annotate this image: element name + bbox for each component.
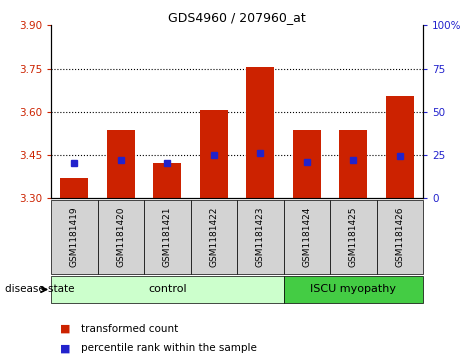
Text: GSM1181426: GSM1181426 — [395, 207, 405, 267]
Bar — [293, 130, 321, 198]
Bar — [377, 200, 423, 274]
Bar — [386, 96, 414, 198]
Text: control: control — [148, 285, 187, 294]
Text: ISCU myopathy: ISCU myopathy — [311, 285, 396, 294]
Bar — [51, 200, 98, 274]
Text: GSM1181424: GSM1181424 — [302, 207, 312, 267]
Bar — [246, 67, 274, 198]
Bar — [237, 200, 284, 274]
Text: GSM1181421: GSM1181421 — [163, 207, 172, 267]
Bar — [153, 163, 181, 198]
Bar — [98, 200, 144, 274]
Bar — [330, 200, 377, 274]
Text: GSM1181423: GSM1181423 — [256, 207, 265, 267]
Bar — [284, 200, 330, 274]
Text: GSM1181422: GSM1181422 — [209, 207, 219, 267]
Text: percentile rank within the sample: percentile rank within the sample — [81, 343, 257, 354]
Text: GSM1181425: GSM1181425 — [349, 207, 358, 267]
Bar — [191, 200, 237, 274]
Bar — [51, 276, 284, 303]
Text: GSM1181420: GSM1181420 — [116, 207, 126, 267]
Bar — [284, 276, 423, 303]
Bar — [339, 130, 367, 198]
Text: disease state: disease state — [5, 285, 74, 294]
Text: ■: ■ — [60, 343, 71, 354]
Bar — [107, 130, 135, 198]
Bar — [144, 200, 191, 274]
Bar — [200, 110, 228, 198]
Text: transformed count: transformed count — [81, 323, 179, 334]
Text: GSM1181419: GSM1181419 — [70, 207, 79, 267]
Text: ■: ■ — [60, 323, 71, 334]
Bar — [60, 178, 88, 198]
Title: GDS4960 / 207960_at: GDS4960 / 207960_at — [168, 11, 306, 24]
